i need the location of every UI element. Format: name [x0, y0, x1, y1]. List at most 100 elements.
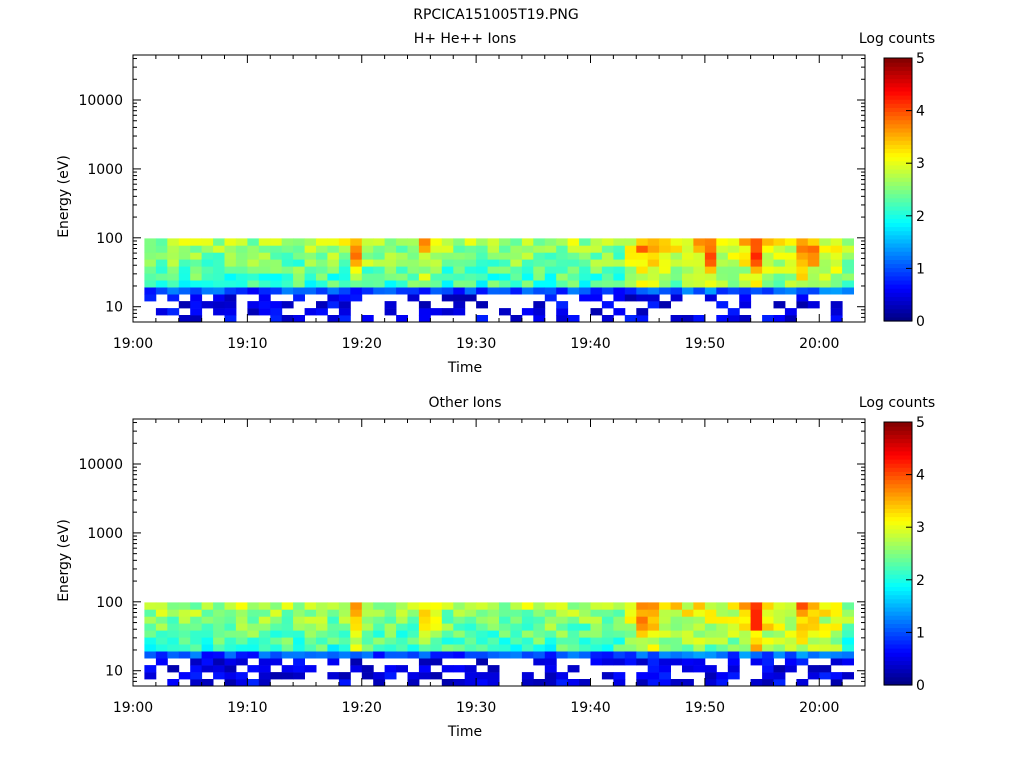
heatmap-cell: [327, 616, 340, 624]
y-tick-label: 100: [96, 231, 123, 247]
heatmap-cell: [601, 630, 614, 638]
heatmap-cell: [327, 245, 340, 253]
heatmap-cell: [521, 308, 534, 316]
heatmap-cell: [407, 672, 420, 680]
colorbar-segment: [884, 164, 912, 170]
heatmap-cell: [235, 273, 248, 281]
heatmap-cell: [704, 616, 717, 624]
heatmap-cell: [533, 308, 546, 316]
heatmap-cell: [796, 679, 809, 687]
colorbar-segment: [884, 123, 912, 129]
heatmap-cell: [201, 301, 214, 309]
heatmap-cell: [190, 644, 203, 652]
heatmap-cell: [144, 252, 157, 260]
heatmap-cell: [316, 252, 328, 260]
heatmap-cell: [830, 287, 843, 295]
heatmap-cell: [624, 266, 637, 274]
colorbar-tick-label: 4: [916, 104, 925, 120]
heatmap-cell: [704, 609, 717, 617]
heatmap-cell: [464, 294, 477, 302]
heatmap-cell: [693, 602, 706, 610]
heatmap-cell: [373, 616, 386, 624]
colorbar-segment: [884, 119, 912, 125]
heatmap-cell: [636, 259, 649, 267]
heatmap-cell: [682, 315, 694, 323]
heatmap-cell: [235, 287, 248, 295]
heatmap-cell: [487, 637, 500, 645]
heatmap-cell: [384, 238, 397, 246]
heatmap-cell: [601, 245, 614, 253]
heatmap-cell: [762, 238, 774, 246]
heatmap-cell: [316, 273, 328, 281]
heatmap-cell: [235, 679, 248, 687]
heatmap-cell: [327, 651, 340, 659]
heatmap-cell: [350, 630, 363, 638]
heatmap-cell: [155, 308, 168, 316]
heatmap-cell: [842, 630, 854, 638]
colorbar-segment: [884, 557, 912, 563]
heatmap-cell: [247, 602, 260, 610]
heatmap-cell: [739, 315, 752, 323]
heatmap-cell: [235, 609, 248, 617]
colorbar-segment: [884, 458, 912, 464]
heatmap-cell: [270, 280, 283, 288]
heatmap-cell: [636, 644, 649, 652]
heatmap-cell: [224, 630, 237, 638]
heatmap-cell: [270, 308, 283, 316]
heatmap-cell: [338, 637, 351, 645]
colorbar-segment: [884, 107, 912, 113]
heatmap-cell: [155, 245, 168, 253]
heatmap-cell: [807, 273, 820, 281]
heatmap-cell: [201, 616, 214, 624]
heatmap-cell: [659, 266, 671, 274]
heatmap-cell: [533, 252, 546, 260]
colorbar-segment: [884, 284, 912, 289]
heatmap-cell: [819, 616, 832, 624]
heatmap-cell: [224, 252, 237, 260]
heatmap-cell: [418, 672, 431, 680]
heatmap-cell: [338, 602, 351, 610]
heatmap-cell: [338, 308, 351, 316]
heatmap-cell: [750, 679, 763, 687]
heatmap-cell: [304, 616, 317, 624]
colorbar-segment: [884, 578, 912, 583]
heatmap-cell: [350, 651, 363, 659]
heatmap-cell: [453, 644, 466, 652]
heatmap-cell: [624, 315, 637, 323]
heatmap-cell: [464, 672, 477, 680]
heatmap-cell: [441, 273, 454, 281]
colorbar-segment: [884, 660, 912, 666]
heatmap-cell: [293, 602, 305, 610]
colorbar-segment: [884, 111, 912, 117]
heatmap-cell: [590, 273, 603, 281]
heatmap-cell: [750, 609, 763, 617]
heatmap-cell: [807, 259, 820, 267]
heatmap-cell: [476, 616, 488, 624]
heatmap-cell: [682, 623, 694, 631]
heatmap-cell: [704, 287, 717, 295]
heatmap-cell: [201, 259, 214, 267]
heatmap-cell: [361, 630, 374, 638]
heatmap-cell: [441, 294, 454, 302]
heatmap-cell: [190, 301, 203, 309]
heatmap-cell: [350, 294, 363, 302]
heatmap-cell: [624, 616, 637, 624]
heatmap-cell: [533, 280, 546, 288]
heatmap-cell: [247, 280, 260, 288]
heatmap-cell: [499, 630, 511, 638]
heatmap-cell: [361, 287, 374, 295]
heatmap-cell: [167, 616, 180, 624]
heatmap-cell: [601, 609, 614, 617]
heatmap-cell: [396, 280, 408, 288]
heatmap-cell: [727, 637, 740, 645]
heatmap-cell: [155, 266, 168, 274]
heatmap-cell: [476, 644, 488, 652]
heatmap-cell: [521, 280, 534, 288]
heatmap-cell: [373, 637, 386, 645]
heatmap-cell: [590, 658, 603, 666]
colorbar-segment: [884, 491, 912, 497]
heatmap-cell: [704, 602, 717, 610]
colorbar-segment: [884, 78, 912, 84]
heatmap-cell: [636, 651, 649, 659]
heatmap-cell: [224, 665, 237, 673]
